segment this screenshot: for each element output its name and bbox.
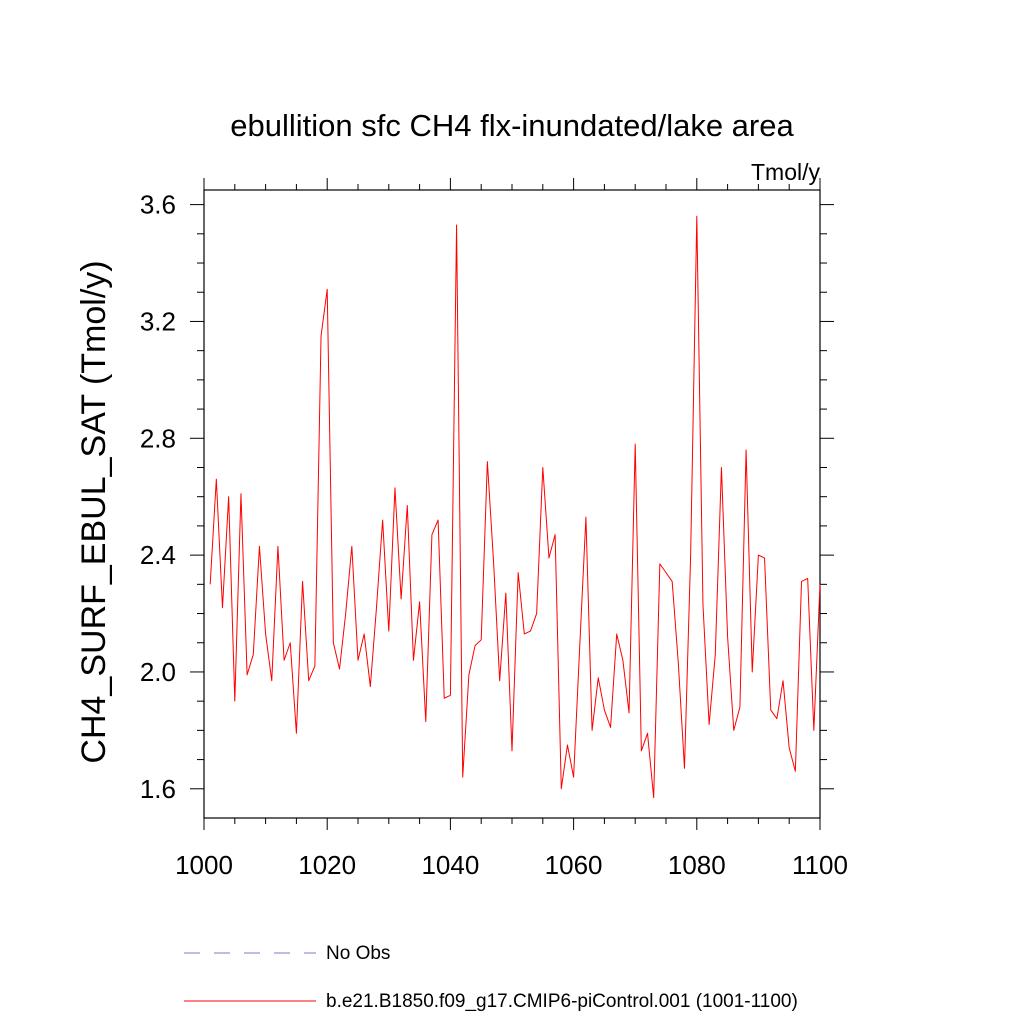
x-tick-label: 1000: [175, 850, 233, 880]
legend-label-control: b.e21.B1850.f09_g17.CMIP6-piControl.001 …: [326, 991, 798, 1012]
x-tick-label: 1060: [545, 850, 603, 880]
x-axis: 1000 1020 1040 1060 1080 1100: [175, 178, 848, 880]
y-tick-label: 1.6: [140, 774, 176, 804]
series-line-0: [209, 215, 821, 799]
y-tick-label: 2.4: [140, 540, 176, 570]
y-tick-label: 3.6: [140, 190, 176, 220]
y-axis: 1.6 2.0 2.4 2.8 3.2 3.6: [140, 190, 834, 804]
x-tick-label: 1020: [298, 850, 356, 880]
x-tick-label: 1100: [792, 850, 848, 880]
x-tick-label: 1040: [421, 850, 479, 880]
y-tick-label: 3.2: [140, 306, 176, 336]
y-tick-label: 2.0: [140, 657, 176, 687]
chart-title: ebullition sfc CH4 flx-inundated/lake ar…: [230, 108, 794, 143]
series-layer: [209, 215, 821, 799]
legend: No Obs b.e21.B1850.f09_g17.CMIP6-piContr…: [184, 943, 798, 1012]
y-tick-label: 2.8: [140, 423, 176, 453]
units-label: Tmol/y: [751, 159, 821, 185]
y-axis-label: CH4_SURF_EBUL_SAT (Tmol/y): [75, 260, 113, 763]
legend-label-no-obs: No Obs: [326, 943, 390, 964]
x-tick-label: 1080: [668, 850, 726, 880]
